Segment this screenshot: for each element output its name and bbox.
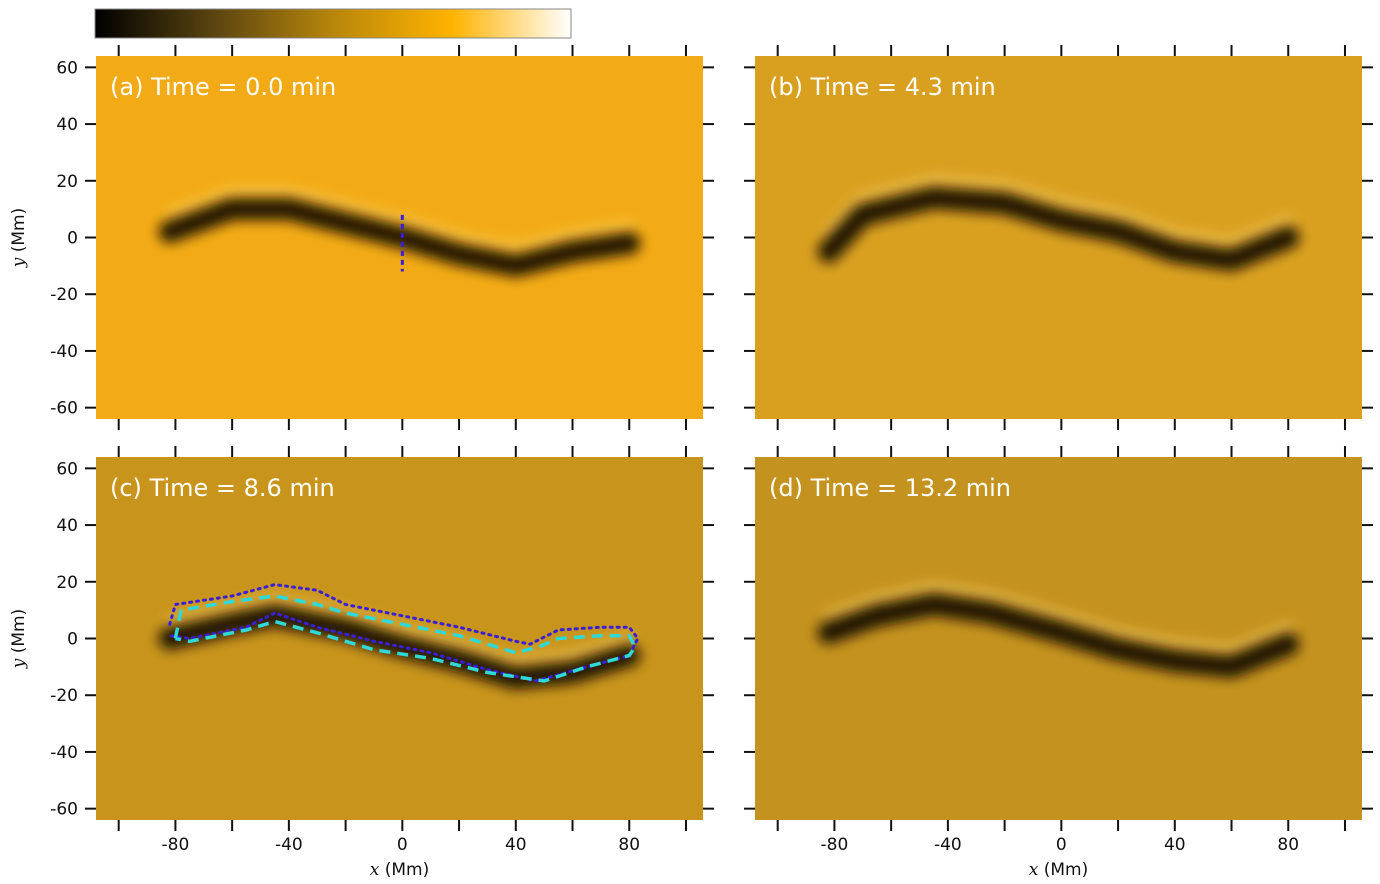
- filament-halo: [164, 187, 635, 254]
- x-tick-label: -80: [162, 835, 190, 855]
- y-tick-label: 40: [56, 516, 78, 536]
- x-tick-label: 80: [1277, 835, 1299, 855]
- y-tick-label: -20: [50, 285, 78, 305]
- filament-halo: [823, 582, 1294, 655]
- filament: [817, 593, 1300, 678]
- panel-label: (c) Time = 8.6 min: [110, 474, 335, 502]
- panel-label: (a) Time = 0.0 min: [110, 73, 336, 101]
- panel-b: (b) Time = 4.3 min: [744, 45, 1373, 430]
- panel-label: (d) Time = 13.2 min: [769, 474, 1011, 502]
- inner-contour: [173, 594, 637, 683]
- y-tick-label: 0: [67, 229, 78, 249]
- y-tick-label: -20: [50, 686, 78, 706]
- filament: [817, 186, 1300, 272]
- y-tick-label: 60: [56, 459, 78, 479]
- x-tick-label: -40: [275, 835, 303, 855]
- x-tick-label: 80: [618, 835, 640, 855]
- x-tick-label: 40: [1164, 835, 1186, 855]
- y-axis-title: y (Mm): [9, 208, 29, 269]
- y-tick-label: -60: [50, 399, 78, 419]
- panel-a: (a) Time = 0.0 min 60 40 20 0 -20 -40 -60 y (Mm): [9, 45, 714, 430]
- outer-contour: [168, 583, 640, 683]
- panel-label: (b) Time = 4.3 min: [769, 73, 996, 101]
- x-tick-label: -40: [934, 835, 962, 855]
- x-axis-title: x (Mm): [1029, 860, 1089, 880]
- y-tick-label: 20: [56, 573, 78, 593]
- y-tick-label: 40: [56, 115, 78, 135]
- filament-halo: [164, 593, 635, 667]
- x-tick-label: 0: [397, 835, 408, 855]
- y-tick-label: 60: [56, 58, 78, 78]
- y-tick-label: 0: [67, 630, 78, 650]
- colorbar: [94, 8, 572, 39]
- y-tick-label: -60: [50, 800, 78, 820]
- y-tick-label: -40: [50, 342, 78, 362]
- y-tick-label: -40: [50, 743, 78, 763]
- x-tick-label: 0: [1056, 835, 1067, 855]
- y-axis-title: y (Mm): [9, 609, 29, 670]
- x-tick-label: 40: [505, 835, 527, 855]
- panel-c: (c) Time = 8.6 min -80 -40 0 40 80 x (Mm) 60 40 2…: [9, 446, 714, 880]
- x-axis-title: x (Mm): [370, 860, 430, 880]
- y-tick-label: 20: [56, 172, 78, 192]
- filament-halo: [823, 175, 1294, 249]
- panel-d: (d) Time = 13.2 min -80 -40 0 40 80 x (Mm): [744, 446, 1373, 880]
- x-tick-label: -80: [821, 835, 849, 855]
